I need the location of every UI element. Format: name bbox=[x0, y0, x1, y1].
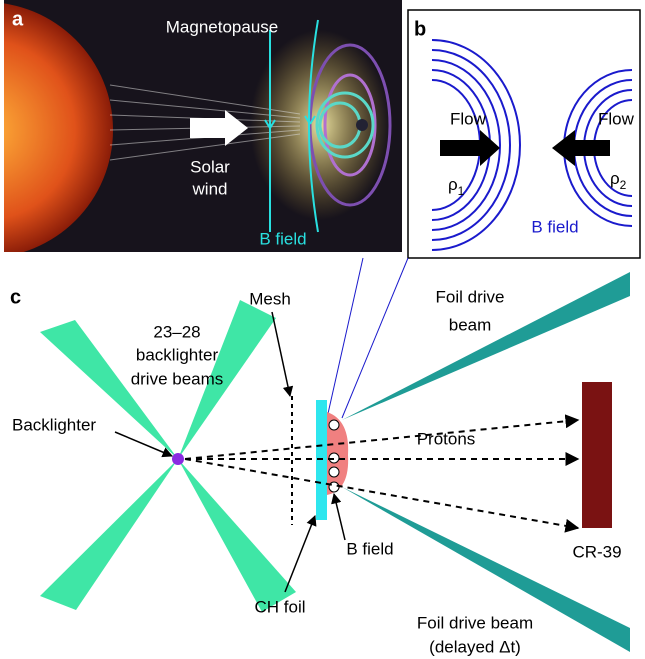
backlighter-target bbox=[172, 453, 184, 465]
delayed-beam-label: (delayed Δt) bbox=[429, 637, 521, 656]
solar-wind-label: Solar bbox=[190, 157, 230, 176]
b-field-label: B field bbox=[531, 217, 578, 236]
flow-label: Flow bbox=[598, 109, 635, 128]
beams-label: backlighter bbox=[136, 345, 219, 364]
figure: a Magnetopause Solar wind B field b Flow… bbox=[0, 0, 645, 659]
panel-label: b bbox=[414, 18, 426, 40]
beams-label: drive beams bbox=[131, 369, 224, 388]
panel-label: c bbox=[10, 286, 21, 308]
cr39-label: CR-39 bbox=[572, 542, 621, 561]
flow-label: Flow bbox=[450, 109, 487, 128]
ch-foil-label: CH foil bbox=[254, 597, 305, 616]
rho-symbol: ρ bbox=[610, 169, 620, 188]
panel-b-box bbox=[408, 10, 640, 258]
b-field-label: B field bbox=[259, 229, 306, 248]
protons-label: Protons bbox=[417, 429, 476, 448]
panel-a-image bbox=[0, 0, 402, 258]
delayed-beam-label: Foil drive beam bbox=[417, 613, 533, 632]
cr39-detector bbox=[582, 382, 612, 528]
rho-sub: 2 bbox=[620, 178, 627, 192]
solar-wind-label: wind bbox=[192, 179, 228, 198]
beams-label: 23–28 bbox=[153, 322, 200, 341]
mesh-label: Mesh bbox=[249, 289, 291, 308]
proton-paths bbox=[185, 420, 578, 528]
foil-drive-label: Foil drive bbox=[436, 287, 505, 306]
panel-label: a bbox=[12, 8, 24, 30]
zoom-line bbox=[327, 258, 363, 418]
backlighter-label: Backlighter bbox=[12, 415, 96, 434]
b-field-label: B field bbox=[346, 539, 393, 558]
foil-drive-label: beam bbox=[449, 315, 492, 334]
rho-symbol: ρ bbox=[448, 175, 458, 194]
magnetopause-label: Magnetopause bbox=[166, 17, 278, 36]
rho-sub: 1 bbox=[458, 184, 465, 198]
